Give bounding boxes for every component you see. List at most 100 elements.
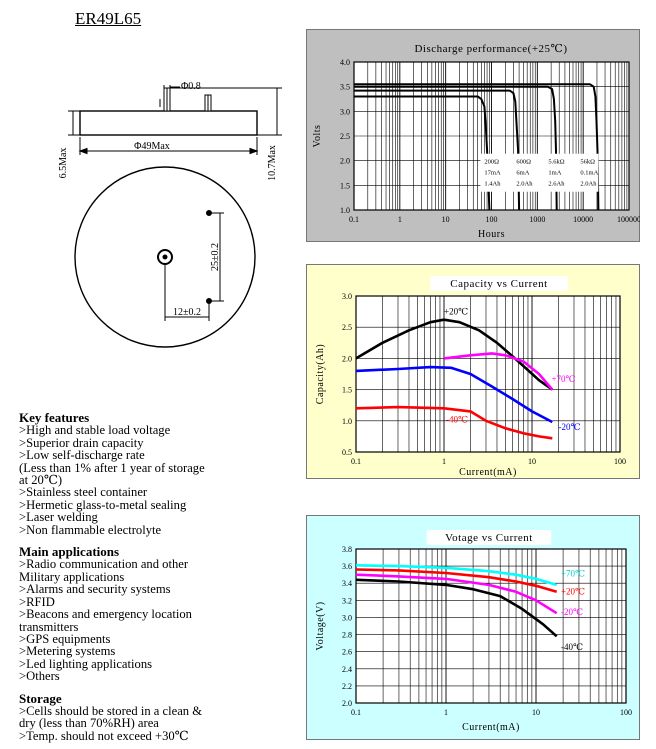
x-tick-label: 1 (444, 708, 448, 717)
y-tick-label: 2.8 (342, 631, 352, 640)
section-line: >RFID (19, 594, 55, 609)
section-line: >GPS equipments (19, 631, 111, 646)
chart-title: Discharge performance(+25℃) (414, 43, 567, 55)
y-tick-label: 3.0 (342, 292, 352, 301)
pin-spacing-label: 25±0.2 (210, 243, 221, 271)
y-axis-label: Volts (312, 125, 323, 148)
x-tick-label: 100 (486, 215, 498, 224)
x-axis-label: Current(mA) (462, 722, 520, 733)
section-line: >Hermetic glass-to-metal sealing (19, 497, 187, 512)
x-tick-label: 0.1 (351, 708, 361, 717)
pin-offset-label: 12±0.2 (173, 307, 201, 318)
discharge-chart: 1.0 1.5 2.0 2.5 3.0 3.5 4.0 0.1 1 10 100 1000 10000 1… (306, 29, 641, 242)
legend-table-cell: 2.0Ah (516, 181, 533, 188)
section-line: dry (less than 70%RH) area (19, 716, 159, 731)
capacity-chart: 0.5 1.0 1.5 2.0 2.5 3.0 0.1 1 10 100 Capacity vs C… (306, 264, 640, 479)
series-label: -40℃ (561, 642, 583, 652)
body-height-label: 6.5Max (58, 148, 69, 179)
cell-side-view (79, 110, 258, 136)
model-title: ER49L65 (75, 9, 142, 28)
body-diameter-label: Φ49Max (134, 141, 170, 152)
series-line (354, 95, 491, 211)
y-axis-label: Capacity(Ah) (315, 344, 326, 404)
legend-table-cell: 1.4Ah (484, 181, 501, 188)
y-tick-label: 4.0 (340, 58, 350, 67)
section-line: >Stainless steel container (19, 485, 148, 500)
x-tick-label: 100 (614, 457, 626, 466)
legend-table-cell: 6mA (516, 170, 529, 177)
series-label: +20℃ (561, 586, 585, 596)
legend-table-cell: 2.6Ah (548, 181, 565, 188)
plot-area (355, 548, 627, 704)
series-line (443, 352, 554, 391)
section-line: >Beacons and emergency location (19, 607, 192, 622)
legend-table-cell: 56kΩ (580, 159, 595, 166)
chart-title: Capacity vs Current (450, 278, 547, 290)
series-label: -40℃ (446, 415, 468, 425)
y-axis-label: Voltage(V) (315, 601, 326, 650)
legend-table-cell: 17mA (484, 170, 501, 177)
y-tick-label: 0.5 (342, 448, 352, 457)
series-line (354, 83, 600, 211)
y-tick-label: 2.5 (342, 323, 352, 332)
x-axis-label: Current(mA) (459, 467, 517, 478)
y-tick-label: 1.5 (340, 181, 350, 190)
series-label: -20℃ (561, 607, 583, 617)
legend-table-box (480, 153, 599, 192)
section-line: >Alarms and security systems (19, 582, 171, 597)
x-tick-label: 10000 (573, 215, 593, 224)
section-line: >Radio communication and other (19, 557, 189, 572)
total-height-label: 10.7Max (267, 145, 278, 181)
cell-top-view (74, 166, 256, 348)
legend-table-cell: 5.6kΩ (548, 159, 564, 166)
cell-drawing: Φ0.8 Φ49Max 6.5Max 10.7Max 25±0.2 12±0.2 (58, 81, 282, 348)
legend-table-cell: 1mA (548, 170, 561, 177)
section-line: >Low self-discharge rate (19, 448, 145, 463)
section-line: at 20℃) (19, 473, 63, 488)
legend-table-cell: 200Ω (484, 159, 499, 166)
x-tick-label: 1000 (529, 215, 545, 224)
y-tick-label: 2.0 (342, 354, 352, 363)
discharge-chart-panel: 1.0 1.5 2.0 2.5 3.0 3.5 4.0 0.1 1 10 100 1000 10000 1… (306, 29, 641, 247)
x-tick-label: 10 (532, 708, 540, 717)
capacity-chart-panel: 0.5 1.0 1.5 2.0 2.5 3.0 0.1 1 10 100 Capacity vs C… (306, 264, 640, 484)
y-tick-label: 3.8 (342, 545, 352, 554)
section-line: >Superior drain capacity (19, 435, 144, 450)
y-tick-label: 3.0 (342, 613, 352, 622)
section-line: >Metering systems (19, 644, 116, 659)
section-line: >Temp. should not exceed +30℃ (19, 728, 189, 743)
series-line (355, 573, 558, 615)
y-tick-label: 1.5 (342, 386, 352, 395)
x-axis-label: Hours (478, 229, 505, 240)
legend-table-cell: 600Ω (516, 159, 531, 166)
x-tick-label: 1 (442, 457, 446, 466)
x-tick-label: 100000 (617, 215, 640, 224)
series-label: -20℃ (558, 422, 580, 432)
series-line (355, 405, 553, 440)
y-tick-label: 3.0 (340, 107, 350, 116)
plot-area (355, 295, 621, 453)
y-tick-label: 2.2 (342, 682, 352, 691)
chart-title: Votage vs Current (445, 532, 533, 544)
y-tick-label: 2.4 (342, 665, 352, 674)
title-box (426, 530, 552, 545)
series-line (355, 568, 558, 594)
y-tick-label: 3.5 (340, 83, 350, 92)
series-line (355, 365, 553, 424)
section-line: >Others (19, 669, 60, 684)
series-label: +70℃ (551, 374, 575, 384)
section-title: Key features (19, 410, 90, 425)
voltage-chart-panel: 2.0 2.2 2.4 2.6 2.8 3.0 3.2 3.4 3.6 3.8 0.1 1 10 100 V… (306, 515, 640, 745)
x-tick-label: 10 (442, 215, 450, 224)
y-tick-label: 3.2 (342, 596, 352, 605)
series-label: +70℃ (561, 568, 585, 578)
section-line: >High and stable load voltage (19, 423, 171, 438)
section-line: Military applications (19, 569, 125, 584)
y-tick-label: 2.6 (342, 648, 352, 657)
series-line (354, 85, 558, 211)
x-tick-label: 100 (620, 708, 632, 717)
series-label: +20℃ (444, 307, 468, 317)
section-line: (Less than 1% after 1 year of storage (19, 460, 205, 475)
y-tick-label: 3.4 (342, 579, 352, 588)
section-line: transmitters (19, 619, 79, 634)
